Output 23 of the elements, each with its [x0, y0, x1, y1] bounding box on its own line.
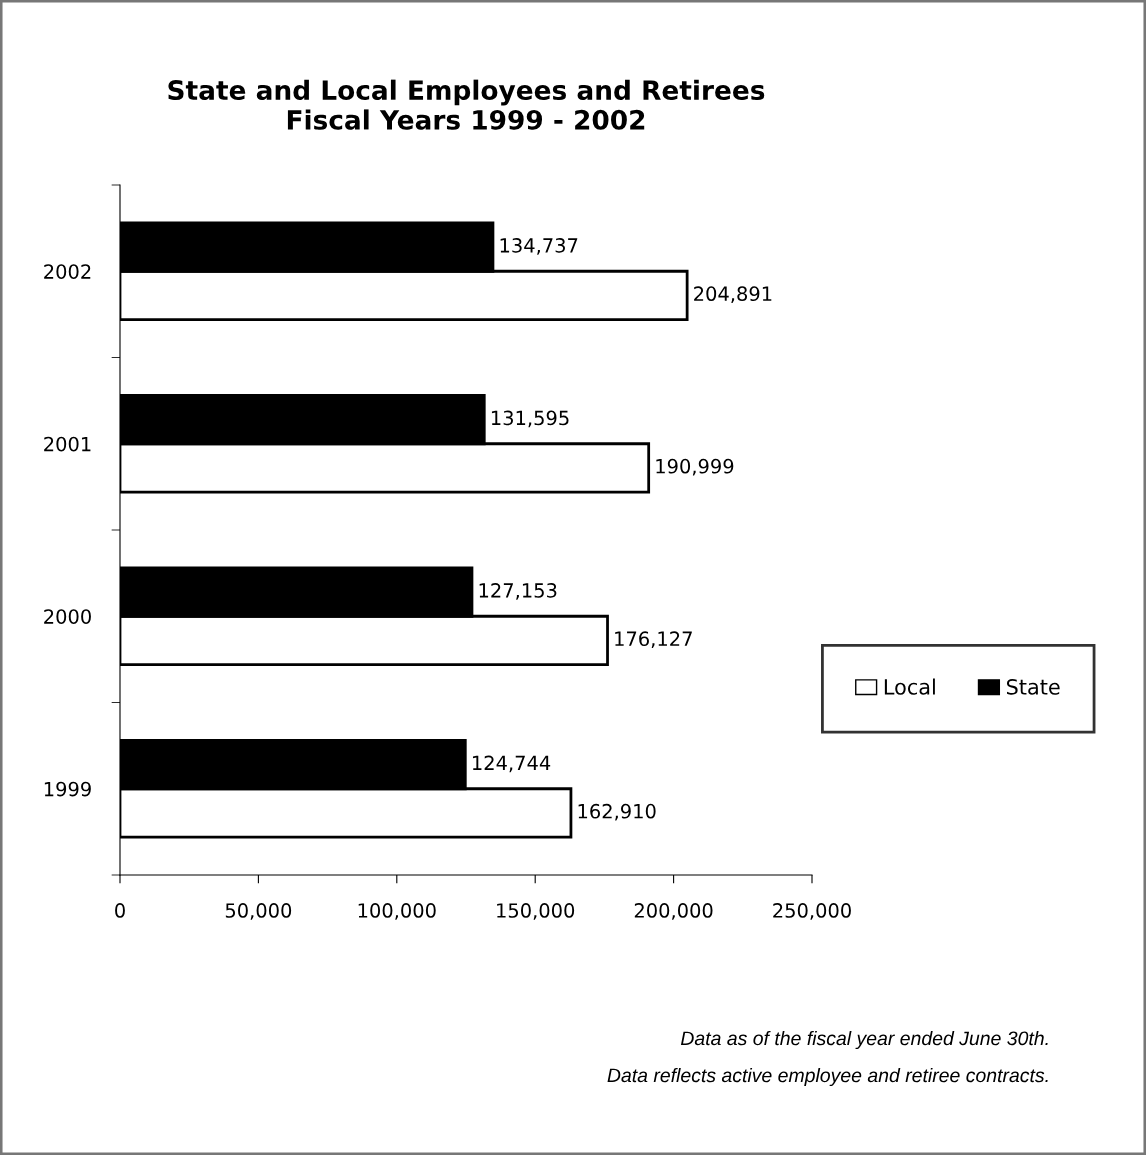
x-tick-label: 200,000	[634, 903, 713, 920]
data-label: 124,744	[472, 755, 551, 773]
x-tick-label: 150,000	[497, 903, 575, 920]
legend-label: State	[1006, 678, 1060, 695]
x-tick-label: 50,000	[225, 903, 292, 920]
x-tick-label: 100,000	[358, 903, 436, 920]
y-tick-label: 2002	[44, 264, 91, 279]
y-tick-label: 2000	[44, 609, 91, 624]
x-tick-label: 250,000	[773, 903, 851, 920]
legend-label: Local	[884, 678, 935, 695]
y-tick-label: 1999	[44, 781, 91, 797]
data-label: 176,127	[615, 631, 692, 649]
data-label: 131,595	[491, 410, 569, 428]
y-tick-label: 2001	[44, 436, 91, 452]
x-tick-label: 0	[115, 903, 125, 918]
text: Data reflects active employee and retiree contracts.	[607, 1067, 1048, 1087]
data-label: 190,999	[656, 458, 734, 476]
chart-title: State and Local Employees and Retirees Fiscal Years 1999 - 2002	[168, 79, 765, 130]
data-label: 127,153	[479, 583, 557, 600]
text: Data as of the fiscal year ended June 30th.	[680, 1030, 1048, 1050]
data-label: 204,891	[694, 286, 772, 304]
data-label: 134,737	[500, 238, 578, 255]
data-label: 162,910	[578, 803, 656, 821]
